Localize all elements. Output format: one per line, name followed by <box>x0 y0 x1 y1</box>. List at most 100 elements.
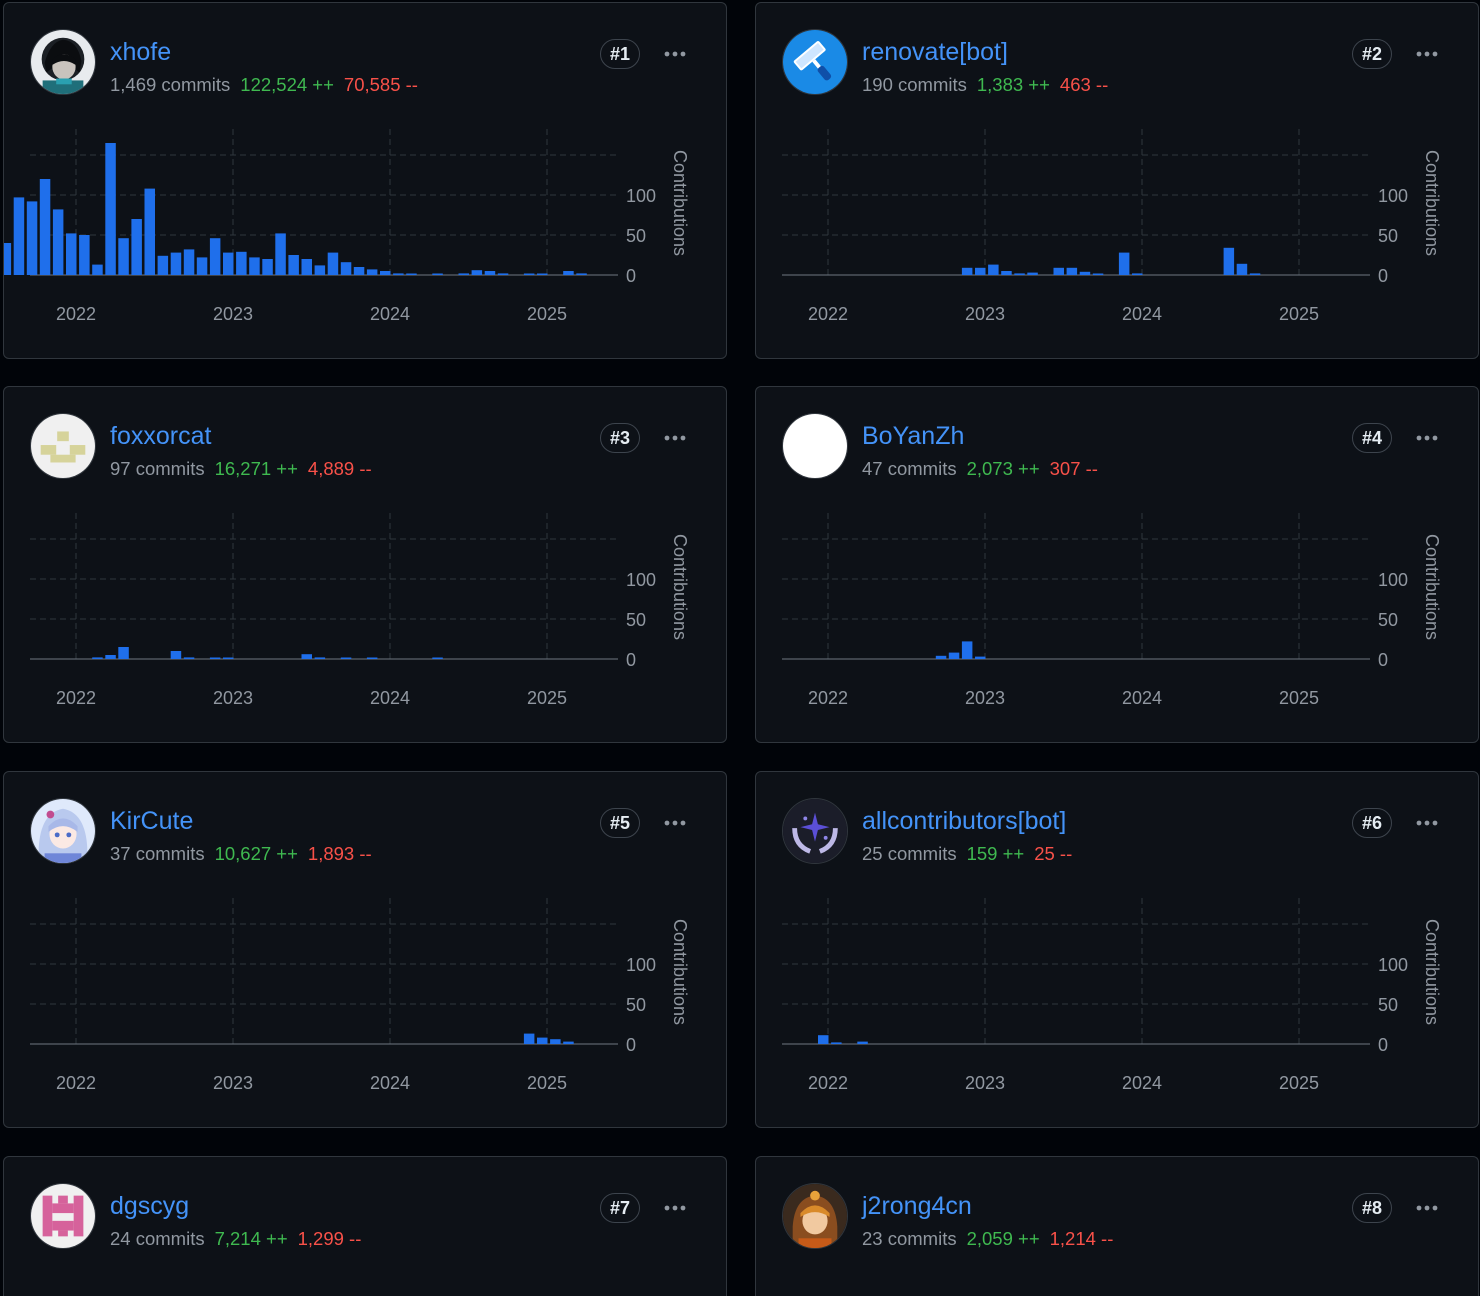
contribution-bar <box>563 1041 574 1044</box>
contribution-bar <box>353 267 365 275</box>
contribution-bar <box>209 238 221 275</box>
kebab-horizontal-icon[interactable] <box>660 423 690 453</box>
contribution-bar <box>961 641 973 659</box>
contributor-card: renovate[bot] 190 commits 1,383 ++ 463 -- #2… <box>755 2 1479 359</box>
x-tick-label: 2024 <box>370 304 410 324</box>
deletions-count: 307 -- <box>1049 458 1098 479</box>
contributions-chart: 0 50 100 2022 2023 2024 2025 Contributions <box>782 129 1442 324</box>
contributor-stats: 1,469 commits 122,524 ++ 70,585 -- <box>110 73 418 97</box>
contribution-bar <box>537 1037 548 1044</box>
contribution-bar <box>550 1039 561 1044</box>
contributor-card: j2rong4cn 23 commits 2,059 ++ 1,214 -- #8 <box>755 1156 1479 1296</box>
contributor-login-link[interactable]: allcontributors[bot] <box>862 807 1067 835</box>
y-tick-label: 100 <box>1378 955 1408 975</box>
x-tick-label: 2024 <box>370 1073 410 1093</box>
kebab-horizontal-icon[interactable] <box>660 1193 690 1223</box>
rank-badge: #5 <box>600 808 640 838</box>
anime-girl-avatar-icon[interactable] <box>30 798 96 864</box>
kebab-horizontal-icon[interactable] <box>1412 423 1442 453</box>
contribution-bar <box>1223 247 1235 275</box>
rank-badge: #7 <box>600 1193 640 1223</box>
y-tick-label: 0 <box>626 650 636 670</box>
contribution-bar <box>484 271 496 275</box>
contribution-bar <box>340 262 352 275</box>
contributions-chart: 0 50 100 2022 2023 2024 2025 Contributions <box>4 129 690 324</box>
contribution-bar <box>288 255 299 275</box>
contribution-bar <box>144 188 155 275</box>
contributions-chart: 0 50 100 2022 2023 2024 2025 Contributions <box>30 513 690 708</box>
contribution-bar <box>340 657 352 659</box>
deletions-count: 4,889 -- <box>307 458 372 479</box>
contribution-bar <box>26 201 38 275</box>
contribution-bar <box>576 273 587 275</box>
contribution-bar <box>236 251 247 275</box>
commits-count-link[interactable]: 24 commits <box>110 1228 205 1249</box>
x-tick-label: 2025 <box>527 1073 567 1093</box>
commits-count-link[interactable]: 190 commits <box>862 74 967 95</box>
contribution-bar <box>523 1033 535 1044</box>
contribution-bar <box>393 273 404 275</box>
dark-anime-avatar-icon[interactable] <box>30 29 96 95</box>
rank-badge: #4 <box>1352 423 1392 453</box>
identicon-avatar-icon[interactable] <box>30 413 96 479</box>
contribution-bar <box>948 652 960 659</box>
commits-count-link[interactable]: 1,469 commits <box>110 74 231 95</box>
contributor-login-link[interactable]: j2rong4cn <box>862 1192 972 1220</box>
commits-count-link[interactable]: 97 commits <box>110 458 205 479</box>
contributor-login-link[interactable]: dgscyg <box>110 1192 190 1220</box>
commits-count-link[interactable]: 37 commits <box>110 843 205 864</box>
y-tick-label: 100 <box>626 570 656 590</box>
contribution-bar <box>1001 271 1012 275</box>
contribution-bar <box>275 233 286 275</box>
contributor-login-link[interactable]: foxxorcat <box>110 422 212 450</box>
contributor-card: BoYanZh 47 commits 2,073 ++ 307 -- #4 0 50 100 2… <box>755 386 1479 743</box>
additions-count: 16,271 ++ <box>214 458 298 479</box>
deletions-count: 463 -- <box>1059 74 1109 95</box>
commits-count-link[interactable]: 47 commits <box>862 458 957 479</box>
blank-avatar-icon[interactable] <box>782 413 848 479</box>
contribution-bar <box>961 267 973 275</box>
contributions-chart: 0 50 100 2022 2023 2024 2025 Contributions <box>782 513 1442 708</box>
additions-count: 2,059 ++ <box>966 1228 1040 1249</box>
x-tick-label: 2023 <box>965 304 1005 324</box>
x-tick-label: 2022 <box>808 1073 848 1093</box>
kebab-horizontal-icon[interactable] <box>1412 808 1442 838</box>
y-tick-label: 50 <box>1378 226 1398 246</box>
kebab-horizontal-icon[interactable] <box>1412 1193 1442 1223</box>
contributions-chart: 0 50 100 2022 2023 2024 2025 Contributions <box>782 898 1442 1093</box>
kebab-horizontal-icon[interactable] <box>660 39 690 69</box>
x-tick-label: 2023 <box>213 304 253 324</box>
kebab-horizontal-icon[interactable] <box>1412 39 1442 69</box>
contributor-login-link[interactable]: KirCute <box>110 807 194 835</box>
contribution-bar <box>170 651 182 659</box>
additions-count: 159 ++ <box>966 843 1025 864</box>
contributor-login-link[interactable]: BoYanZh <box>862 422 965 450</box>
contribution-bar <box>935 655 947 659</box>
pink-identicon-avatar-icon[interactable] <box>30 1183 96 1249</box>
anime-boy-avatar-icon[interactable] <box>782 1183 848 1249</box>
contribution-bar <box>523 273 535 275</box>
y-tick-label: 0 <box>626 1035 636 1055</box>
commits-count-link[interactable]: 25 commits <box>862 843 957 864</box>
x-tick-label: 2022 <box>808 688 848 708</box>
paint-roller-bot-icon[interactable] <box>782 29 848 95</box>
contribution-bar <box>1132 273 1143 275</box>
y-tick-label: 0 <box>1378 266 1388 286</box>
contributor-card: dgscyg 24 commits 7,214 ++ 1,299 -- #7 <box>3 1156 727 1296</box>
kebab-horizontal-icon[interactable] <box>660 808 690 838</box>
rank-badge: #6 <box>1352 808 1392 838</box>
contribution-bar <box>4 243 12 275</box>
y-axis-label: Contributions <box>1422 919 1442 1025</box>
contributor-stats: 190 commits 1,383 ++ 463 -- <box>862 73 1108 97</box>
y-tick-label: 0 <box>1378 1035 1388 1055</box>
commits-count-link[interactable]: 23 commits <box>862 1228 957 1249</box>
contributor-login-link[interactable]: xhofe <box>110 38 172 66</box>
laurel-stars-avatar-icon[interactable] <box>782 798 848 864</box>
y-axis-label: Contributions <box>670 150 690 256</box>
contributor-login-link[interactable]: renovate[bot] <box>862 38 1008 66</box>
contributor-stats: 37 commits 10,627 ++ 1,893 -- <box>110 842 372 866</box>
contributor-stats: 23 commits 2,059 ++ 1,214 -- <box>862 1227 1113 1251</box>
x-tick-label: 2022 <box>56 304 96 324</box>
contribution-bar <box>13 197 25 275</box>
y-tick-label: 50 <box>1378 610 1398 630</box>
